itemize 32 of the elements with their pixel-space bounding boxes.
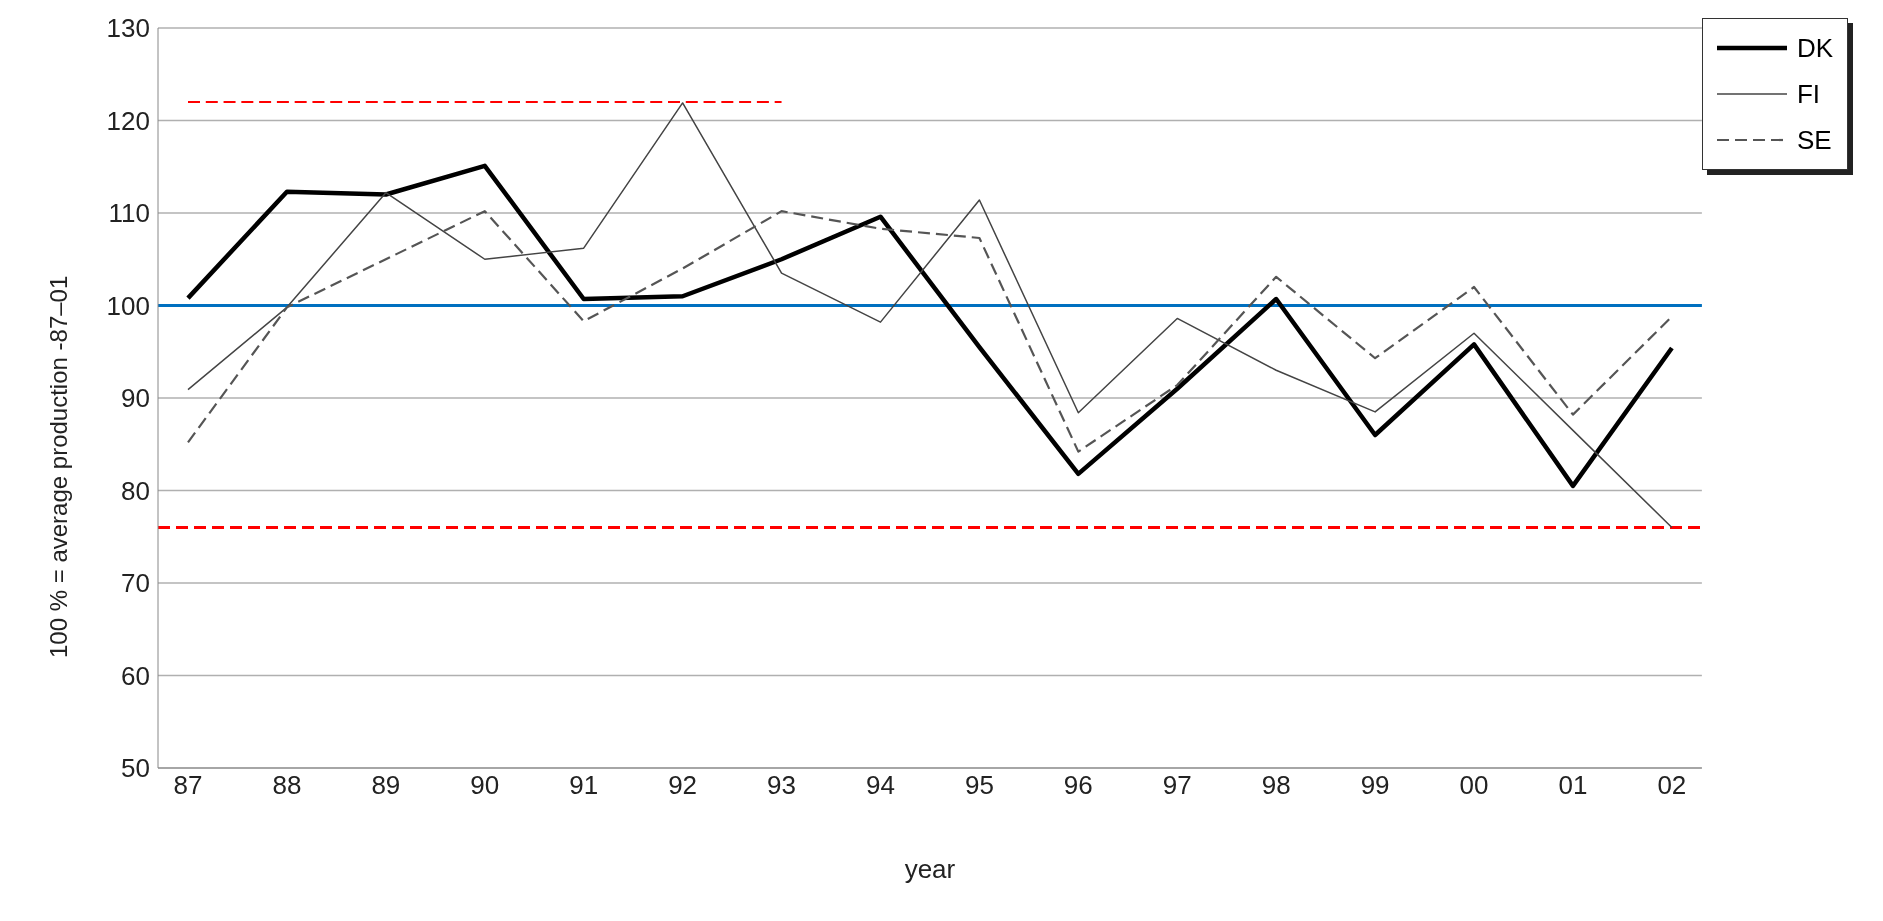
- x-tick-label: 01: [1558, 770, 1588, 801]
- x-tick-label: 97: [1162, 770, 1192, 801]
- x-tick-label: 98: [1261, 770, 1291, 801]
- x-axis-title: year: [904, 854, 956, 884]
- legend-label: SE: [1796, 124, 1832, 157]
- x-tick-label: 96: [1063, 770, 1093, 801]
- x-tick-label: 99: [1360, 770, 1390, 801]
- y-tick-label: 70: [121, 568, 150, 599]
- x-tick-label: 95: [964, 770, 994, 801]
- legend-label: FI: [1796, 78, 1820, 111]
- line-series: [185, 163, 1675, 489]
- x-tick-label: 91: [569, 770, 599, 801]
- y-tick-label: 100: [106, 290, 150, 321]
- line-series: [187, 102, 1673, 529]
- x-tick-label: 00: [1459, 770, 1489, 801]
- x-tick-label: 92: [668, 770, 698, 801]
- y-tick-label: 110: [108, 198, 150, 229]
- x-tick-label: 89: [371, 770, 401, 801]
- x-tick-label: 93: [767, 770, 797, 801]
- y-tick-label: 90: [121, 383, 150, 414]
- x-tick-label: 87: [173, 770, 203, 801]
- legend-label: DK: [1796, 32, 1833, 65]
- x-tick-label: 02: [1657, 770, 1687, 801]
- y-tick-label: 50: [121, 753, 150, 784]
- y-tick-label: 60: [121, 660, 150, 691]
- x-tick-label: 90: [470, 770, 500, 801]
- y-tick-label: 120: [106, 105, 150, 136]
- x-tick-label: 94: [866, 770, 895, 801]
- y-tick-label: 130: [106, 13, 150, 44]
- x-tick-label: 88: [272, 770, 302, 801]
- y-tick-label: 80: [121, 475, 150, 506]
- y-axis-title: 100 % = average production -87–01: [44, 275, 72, 658]
